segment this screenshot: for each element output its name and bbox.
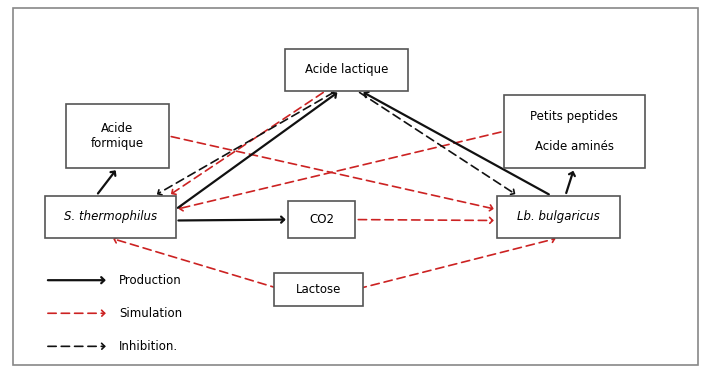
Text: Lb. bulgaricus: Lb. bulgaricus xyxy=(517,210,599,223)
FancyBboxPatch shape xyxy=(274,273,363,306)
Text: S. thermophilus: S. thermophilus xyxy=(64,210,157,223)
Text: Petits peptides

Acide aminés: Petits peptides Acide aminés xyxy=(530,110,618,153)
FancyBboxPatch shape xyxy=(289,201,356,238)
FancyBboxPatch shape xyxy=(503,95,645,168)
FancyBboxPatch shape xyxy=(285,49,408,91)
Text: CO2: CO2 xyxy=(309,213,334,226)
Text: Lactose: Lactose xyxy=(296,283,341,296)
Text: Acide lactique: Acide lactique xyxy=(305,63,388,76)
FancyBboxPatch shape xyxy=(66,104,169,168)
Text: Acide
formique: Acide formique xyxy=(91,122,144,150)
FancyBboxPatch shape xyxy=(496,196,620,238)
FancyBboxPatch shape xyxy=(45,196,176,238)
Text: Production: Production xyxy=(119,274,182,287)
Text: Simulation: Simulation xyxy=(119,307,182,320)
Text: Inhibition.: Inhibition. xyxy=(119,340,178,353)
